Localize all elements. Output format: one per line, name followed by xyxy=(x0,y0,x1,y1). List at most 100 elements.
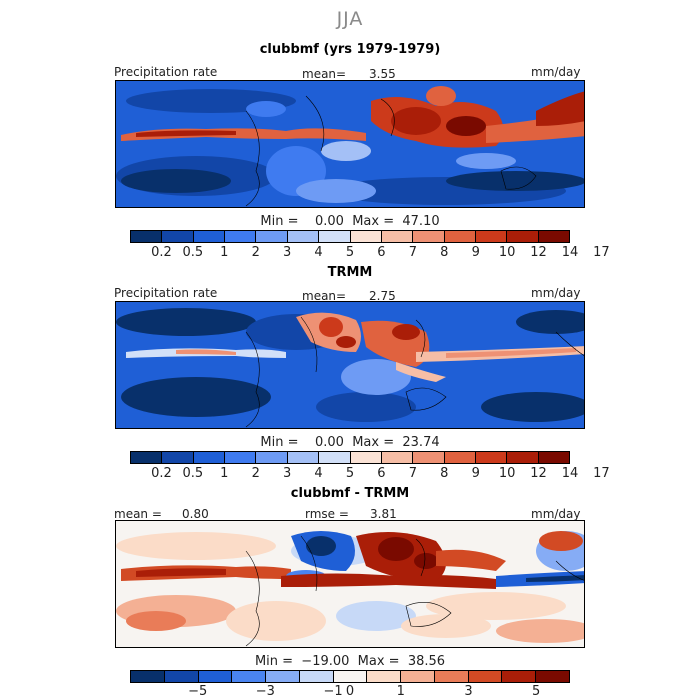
panel3-colorbar-swatch xyxy=(232,671,267,682)
panel3-colorbar-swatch xyxy=(266,671,300,682)
panel3-map-svg xyxy=(116,521,584,647)
panel3-colorbar-ticks: −5 −3 −1 0 1 3 5 xyxy=(130,684,570,700)
panel2-colorbar-swatch xyxy=(507,452,539,463)
panel3-colorbar-swatch xyxy=(468,671,503,682)
panel2-colorbar xyxy=(130,451,570,464)
panel2-colorbar-swatch xyxy=(413,452,445,463)
panel1-minmax: Min = 0.00 Max = 47.10 xyxy=(0,214,700,229)
panel2-mean-label: mean= xyxy=(302,289,347,303)
panel2-colorbar-swatch xyxy=(475,452,508,463)
panel1-colorbar-swatch xyxy=(507,231,539,242)
panel2-colorbar-tick-label: 4 xyxy=(314,466,323,481)
panel3-colorbar-tick-label: −1 xyxy=(323,684,343,699)
panel3-colorbar-tick-label: 3 xyxy=(464,684,473,699)
panel2-colorbar-tick-label: 12 xyxy=(530,466,547,481)
panel1-colorbar-swatch xyxy=(225,231,257,242)
panel2-colorbar-tick-label: 0.2 xyxy=(151,466,172,481)
panel2-colorbar-tick-label: 3 xyxy=(283,466,292,481)
panel3-colorbar-tick-label: −3 xyxy=(255,684,275,699)
panel1-units: mm/day xyxy=(531,65,581,79)
panel1-colorbar-swatch xyxy=(256,231,288,242)
diff-panel-title: clubbmf - TRMM xyxy=(290,486,410,501)
panel2-variable-label: Precipitation rate xyxy=(114,286,218,300)
panel3-colorbar xyxy=(130,670,570,683)
panel2-min-value: 0.00 xyxy=(315,435,344,450)
panel3-colorbar-swatch xyxy=(131,671,165,682)
panel1-colorbar-swatch xyxy=(538,231,570,242)
panel2-colorbar-tick-label: 8 xyxy=(440,466,449,481)
panel2-colorbar-tick-label: 7 xyxy=(408,466,417,481)
panel1-variable-label: Precipitation rate xyxy=(114,65,218,79)
panel1-colorbar-swatch xyxy=(381,231,414,242)
panel3-colorbar-tick-label: 1 xyxy=(396,684,405,699)
panel3-mean-label: mean = xyxy=(114,507,162,521)
obs-panel-title: TRMM xyxy=(327,265,373,280)
panel3-rmse-value: 3.81 xyxy=(370,507,397,521)
panel1-colorbar-tick-label: 14 xyxy=(561,245,579,260)
panel1-colorbar-swatch xyxy=(193,231,226,242)
panel1-colorbar-tick-label: 6 xyxy=(377,245,386,260)
panel1-max-label: Max = xyxy=(352,214,395,229)
panel1-colorbar-swatch xyxy=(350,231,382,242)
panel3-mean-value: 0.80 xyxy=(182,507,209,521)
panel1-min-value: 0.00 xyxy=(315,214,344,229)
panel1-colorbar-tick-label: 7 xyxy=(408,245,417,260)
panel2-min-label: Min = xyxy=(260,435,299,450)
panel1-colorbar-tick-label: 9 xyxy=(471,245,480,260)
panel1-colorbar-swatch xyxy=(319,231,351,242)
panel1-colorbar-swatch xyxy=(475,231,508,242)
panel1-colorbar-tick-label: 12 xyxy=(530,245,547,260)
panel3-colorbar-swatch xyxy=(299,671,334,682)
panel2-map-svg xyxy=(116,302,584,428)
panel2-colorbar-swatch xyxy=(131,452,163,463)
panel3-units: mm/day xyxy=(531,507,581,521)
panel1-colorbar-swatch xyxy=(162,231,194,242)
panel1-min-label: Min = xyxy=(260,214,299,229)
panel2-colorbar-tick-label: 2 xyxy=(251,466,260,481)
panel3-max-value: 38.56 xyxy=(407,654,446,669)
panel1-colorbar-tick-label: 2 xyxy=(251,245,260,260)
panel2-colorbar-swatch xyxy=(287,452,320,463)
panel1-colorbar-swatch xyxy=(131,231,163,242)
panel1-colorbar-tick-label: 0.2 xyxy=(151,245,172,260)
panel1-map-svg xyxy=(116,81,584,207)
panel3-colorbar-swatch xyxy=(536,671,569,682)
panel2-colorbar-tick-label: 5 xyxy=(345,466,355,481)
panel1-colorbar xyxy=(130,230,570,243)
panel2-map xyxy=(115,301,585,429)
panel3-colorbar-swatch xyxy=(333,671,368,682)
panel2-colorbar-swatch xyxy=(193,452,226,463)
season-title: JJA xyxy=(336,8,364,30)
panel1-colorbar-ticks: 0.2 0.5 1 2 3 4 5 6 7 8 9 10 12 14 17 xyxy=(130,245,610,261)
panel3-min-value: −19.00 xyxy=(301,654,350,669)
panel2-colorbar-tick-label: 10 xyxy=(498,466,516,481)
panel3-colorbar-swatch xyxy=(198,671,233,682)
panel2-colorbar-swatch xyxy=(162,452,194,463)
panel3-minmax: Min = −19.00 Max = 38.56 xyxy=(0,654,700,669)
panel2-colorbar-tick-label: 9 xyxy=(471,466,480,481)
panel2-colorbar-swatch xyxy=(350,452,382,463)
panel1-colorbar-swatch xyxy=(444,231,476,242)
panel3-map xyxy=(115,520,585,648)
panel2-colorbar-tick-label: 1 xyxy=(220,466,229,481)
panel3-colorbar-tick-label: 5 xyxy=(532,684,541,699)
panel2-colorbar-tick-label: 14 xyxy=(561,466,579,481)
panel2-max-value: 23.74 xyxy=(402,435,440,450)
panel2-colorbar-ticks: 0.2 0.5 1 2 3 4 5 6 7 8 9 10 12 14 17 xyxy=(130,466,610,482)
panel2-colorbar-tick-label: 6 xyxy=(377,466,386,481)
panel2-colorbar-swatch xyxy=(444,452,476,463)
panel1-colorbar-tick-label: 10 xyxy=(498,245,516,260)
panel1-colorbar-tick-label: 17 xyxy=(593,245,610,260)
panel3-colorbar-swatch xyxy=(367,671,402,682)
panel2-colorbar-swatch xyxy=(381,452,414,463)
panel2-colorbar-swatch xyxy=(319,452,351,463)
panel1-colorbar-tick-label: 0.5 xyxy=(182,245,204,260)
panel3-colorbar-swatch xyxy=(502,671,537,682)
panel1-colorbar-swatch xyxy=(413,231,445,242)
panel1-colorbar-tick-label: 4 xyxy=(314,245,323,260)
panel3-colorbar-swatch xyxy=(164,671,199,682)
panel1-colorbar-tick-label: 5 xyxy=(345,245,355,260)
panel3-rmse-label: rmse = xyxy=(305,507,349,521)
panel1-colorbar-tick-label: 8 xyxy=(440,245,449,260)
panel2-colorbar-tick-label: 0.5 xyxy=(182,466,204,481)
